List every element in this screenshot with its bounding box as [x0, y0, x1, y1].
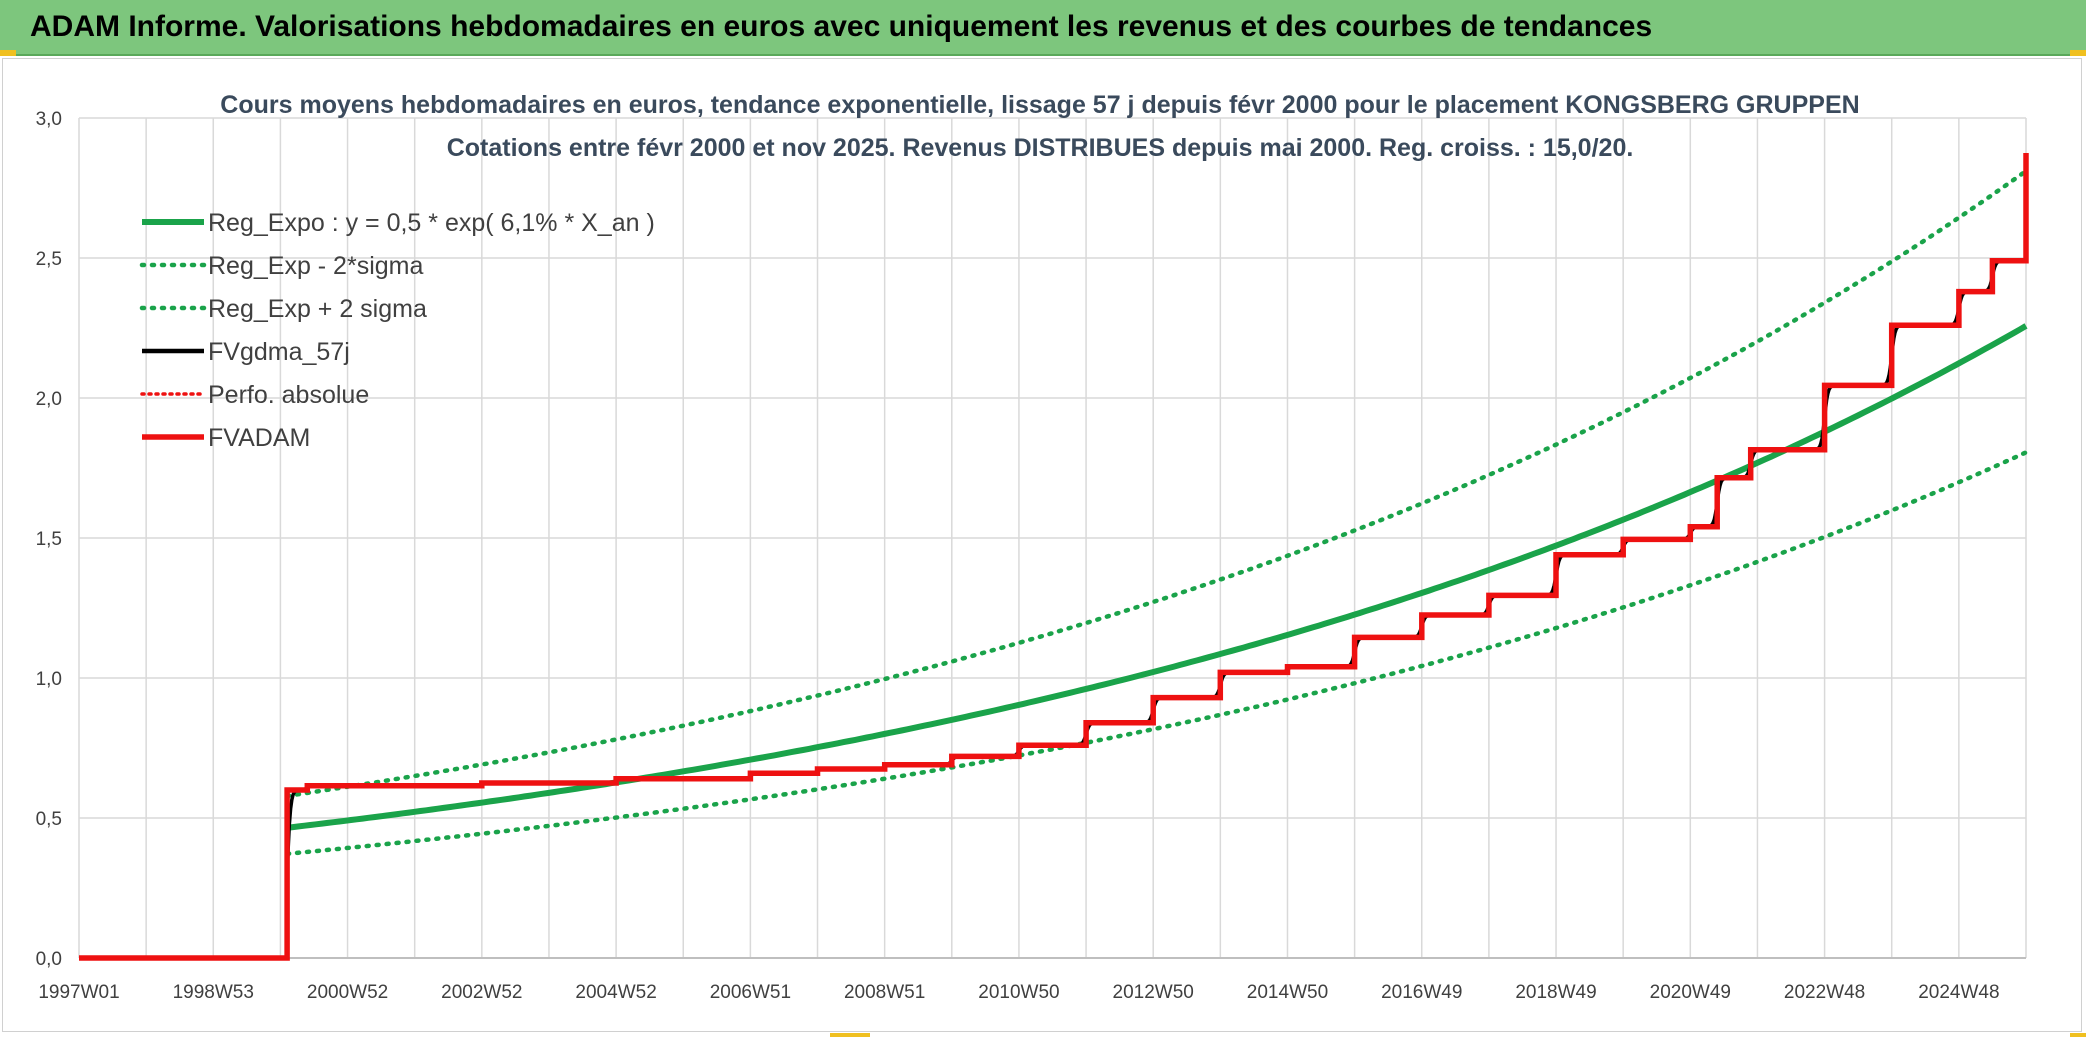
y-tick-label: 3,0	[36, 109, 62, 130]
regression-line	[286, 323, 2028, 831]
x-tick-label: 2024W48	[1918, 982, 1999, 1003]
fvgdma-line	[79, 258, 2027, 960]
frame-corner-decoration	[0, 50, 16, 56]
y-tick-label: 1,5	[36, 529, 62, 550]
report-title: ADAM Informe. Valorisations hebdomadaire…	[30, 10, 1653, 43]
legend-label: Reg_Exp - 2*sigma	[208, 252, 423, 280]
x-tick-label: 2002W52	[441, 982, 522, 1003]
x-tick-label: 2000W52	[307, 982, 388, 1003]
series-lines	[79, 153, 2029, 961]
frame-corner-decoration	[2070, 50, 2086, 56]
x-tick-label: 2018W49	[1515, 982, 1596, 1003]
report-banner: ADAM Informe. Valorisations hebdomadaire…	[0, 0, 2086, 56]
chart-subtitle: Cotations entre févr 2000 et nov 2025. R…	[447, 134, 1634, 162]
x-tick-label: 2016W49	[1381, 982, 1462, 1003]
x-tick-label: 1998W53	[173, 982, 254, 1003]
legend-label: Reg_Expo : y = 0,5 * exp( 6,1% * X_an )	[208, 209, 655, 237]
sigma-band-line	[284, 168, 2029, 799]
x-tick-label: 2006W51	[710, 982, 791, 1003]
legend-label: Reg_Exp + 2 sigma	[208, 295, 427, 323]
legend-label: FVADAM	[208, 424, 310, 452]
y-tick-label: 0,0	[36, 949, 62, 970]
x-tick-label: 1997W01	[38, 982, 119, 1003]
y-tick-label: 2,0	[36, 389, 62, 410]
x-tick-label: 2008W51	[844, 982, 925, 1003]
chart-title: Cours moyens hebdomadaires en euros, ten…	[220, 91, 1859, 119]
x-axis: 1997W01 1998W53 2000W52 2002W52 2004W52 2006W…	[38, 982, 1999, 1003]
legend-label: Perfo. absolue	[208, 381, 369, 409]
y-tick-label: 0,5	[36, 809, 62, 830]
sigma-band-line	[284, 450, 2029, 857]
chart-legend: Reg_Expo : y = 0,5 * exp( 6,1% * X_an ) R…	[139, 209, 655, 452]
x-tick-label: 2020W49	[1650, 982, 1731, 1003]
legend-label: FVgdma_57j	[208, 338, 350, 366]
x-tick-label: 2014W50	[1247, 982, 1328, 1003]
chart-frame	[2, 58, 2082, 1032]
x-tick-label: 2012W50	[1113, 982, 1194, 1003]
y-tick-label: 1,0	[36, 669, 62, 690]
y-tick-label: 2,5	[36, 249, 62, 270]
y-axis: 0,0 0,5 1,0 1,5 2,0 2,5 3,0	[36, 109, 62, 970]
x-tick-label: 2022W48	[1784, 982, 1865, 1003]
x-tick-label: 2010W50	[978, 982, 1059, 1003]
frame-corner-decoration	[2070, 1033, 2086, 1037]
gridlines	[78, 117, 2027, 959]
x-tick-label: 2004W52	[575, 982, 656, 1003]
fvadam-line	[79, 153, 2029, 961]
frame-corner-decoration	[830, 1033, 870, 1037]
